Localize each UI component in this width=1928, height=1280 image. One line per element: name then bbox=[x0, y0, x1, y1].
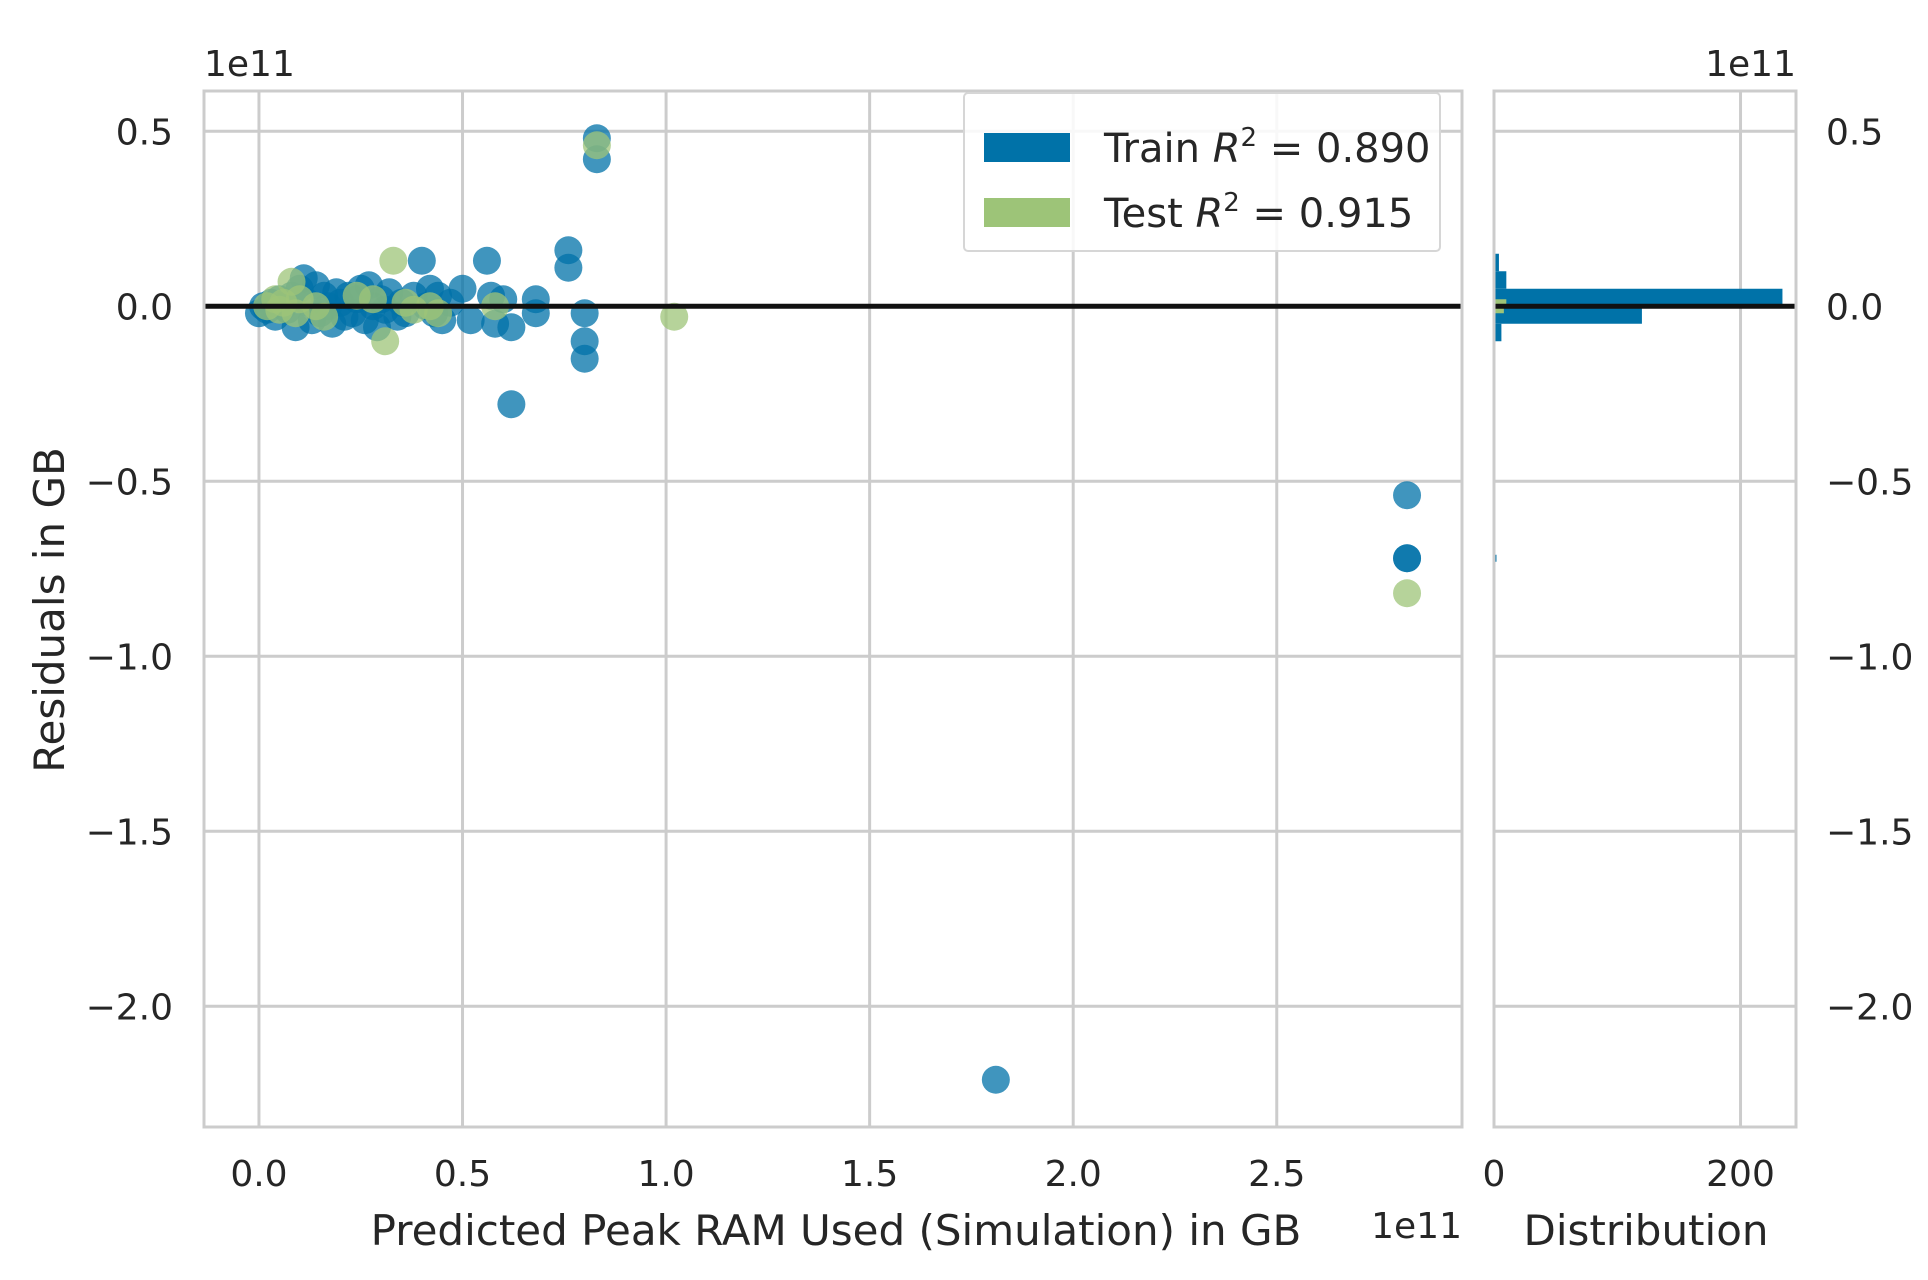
legend-frame bbox=[963, 92, 1441, 252]
y-tick-label: −1.5 bbox=[86, 812, 173, 853]
point-test bbox=[424, 299, 453, 328]
x-tick-label: 2.5 bbox=[1248, 1154, 1305, 1195]
x-axis-label: Predicted Peak RAM Used (Simulation) in … bbox=[371, 1206, 1302, 1255]
point-test bbox=[379, 246, 408, 275]
legend-swatch-train bbox=[984, 133, 1070, 162]
point-train bbox=[497, 313, 526, 342]
legend-swatch-test bbox=[984, 198, 1070, 227]
distribution-x-tick-label: 0 bbox=[1483, 1154, 1506, 1195]
legend-label-test: Test R2 = 0.915 bbox=[1103, 188, 1413, 237]
point-test bbox=[310, 302, 339, 331]
point-train bbox=[1393, 544, 1422, 573]
point-train bbox=[554, 253, 583, 282]
point-test bbox=[371, 327, 400, 356]
distribution-y-tick-label: −1.0 bbox=[1826, 637, 1913, 678]
distribution-bar-train bbox=[1494, 288, 1783, 307]
main-plot: 0.0 0.5 1.0 1.5 2.0 2.5 0.5 0.0 −0.5 −1.0 −1.5 −2.0… bbox=[25, 44, 1464, 1255]
distribution-plot: 0 200 0.5 0.0 −0.5 −1.0 −1.5 −2.0 1e11 Distribu… bbox=[1483, 44, 1914, 1255]
distribution-bar-test bbox=[1494, 299, 1507, 307]
point-train bbox=[497, 390, 526, 419]
point-train bbox=[521, 299, 550, 328]
distribution-y-tick-label: −0.5 bbox=[1826, 462, 1913, 503]
main-tick-labels: 0.0 0.5 1.0 1.5 2.0 2.5 0.5 0.0 −0.5 −1.0 −1.5 −2.0 bbox=[86, 112, 1306, 1195]
distribution-x-axis-label: Distribution bbox=[1523, 1206, 1768, 1255]
y-tick-label: −2.0 bbox=[86, 987, 173, 1028]
y-offset-label: 1e11 bbox=[204, 44, 295, 85]
distribution-grid bbox=[1492, 91, 1796, 1127]
y-tick-label: 0.0 bbox=[116, 287, 173, 328]
legend: Train R2 = 0.890 Test R2 = 0.915 bbox=[963, 92, 1441, 252]
series-train bbox=[244, 124, 1422, 1094]
point-train bbox=[456, 306, 485, 335]
point-test bbox=[358, 285, 387, 314]
x-tick-label: 1.0 bbox=[637, 1154, 694, 1195]
y-tick-label: −0.5 bbox=[86, 462, 173, 503]
point-train bbox=[472, 246, 501, 275]
distribution-y-tick-label: −2.0 bbox=[1826, 987, 1913, 1028]
main-points bbox=[244, 124, 1422, 1094]
distribution-bar-train bbox=[1494, 306, 1642, 324]
distribution-tick-labels: 0 200 0.5 0.0 −0.5 −1.0 −1.5 −2.0 bbox=[1483, 112, 1914, 1195]
y-tick-label: −1.0 bbox=[86, 637, 173, 678]
distribution-y-tick-label: 0.0 bbox=[1826, 287, 1883, 328]
distribution-y-offset-label: 1e11 bbox=[1705, 44, 1796, 85]
point-train bbox=[407, 246, 436, 275]
point-test bbox=[582, 131, 611, 160]
distribution-bar-train bbox=[1494, 253, 1499, 272]
point-train bbox=[448, 274, 477, 303]
legend-label-train: Train R2 = 0.890 bbox=[1103, 123, 1431, 172]
y-tick-label: 0.5 bbox=[116, 112, 173, 153]
point-train bbox=[981, 1065, 1010, 1094]
main-grid bbox=[204, 91, 1462, 1127]
point-train bbox=[1393, 481, 1422, 510]
main-plot-frame bbox=[202, 89, 1464, 1129]
point-test bbox=[660, 302, 689, 331]
distribution-bar-train bbox=[1494, 271, 1507, 289]
distribution-y-tick-label: −1.5 bbox=[1826, 812, 1913, 853]
x-tick-label: 2.0 bbox=[1045, 1154, 1102, 1195]
distribution-y-tick-label: 0.5 bbox=[1826, 112, 1883, 153]
x-tick-label: 0.5 bbox=[434, 1154, 491, 1195]
distribution-bar-train bbox=[1494, 323, 1502, 342]
distribution-x-tick-label: 200 bbox=[1706, 1154, 1775, 1195]
x-tick-label: 1.5 bbox=[841, 1154, 898, 1195]
distribution-bar-test bbox=[1494, 306, 1504, 314]
distribution-plot-frame bbox=[1492, 89, 1798, 1129]
point-train bbox=[570, 344, 599, 373]
x-offset-label: 1e11 bbox=[1371, 1206, 1462, 1247]
point-train bbox=[570, 299, 599, 328]
point-test bbox=[1393, 579, 1422, 608]
y-axis-label: Residuals in GB bbox=[25, 447, 74, 773]
distribution-bars bbox=[1494, 253, 1783, 562]
x-tick-label: 0.0 bbox=[230, 1154, 287, 1195]
